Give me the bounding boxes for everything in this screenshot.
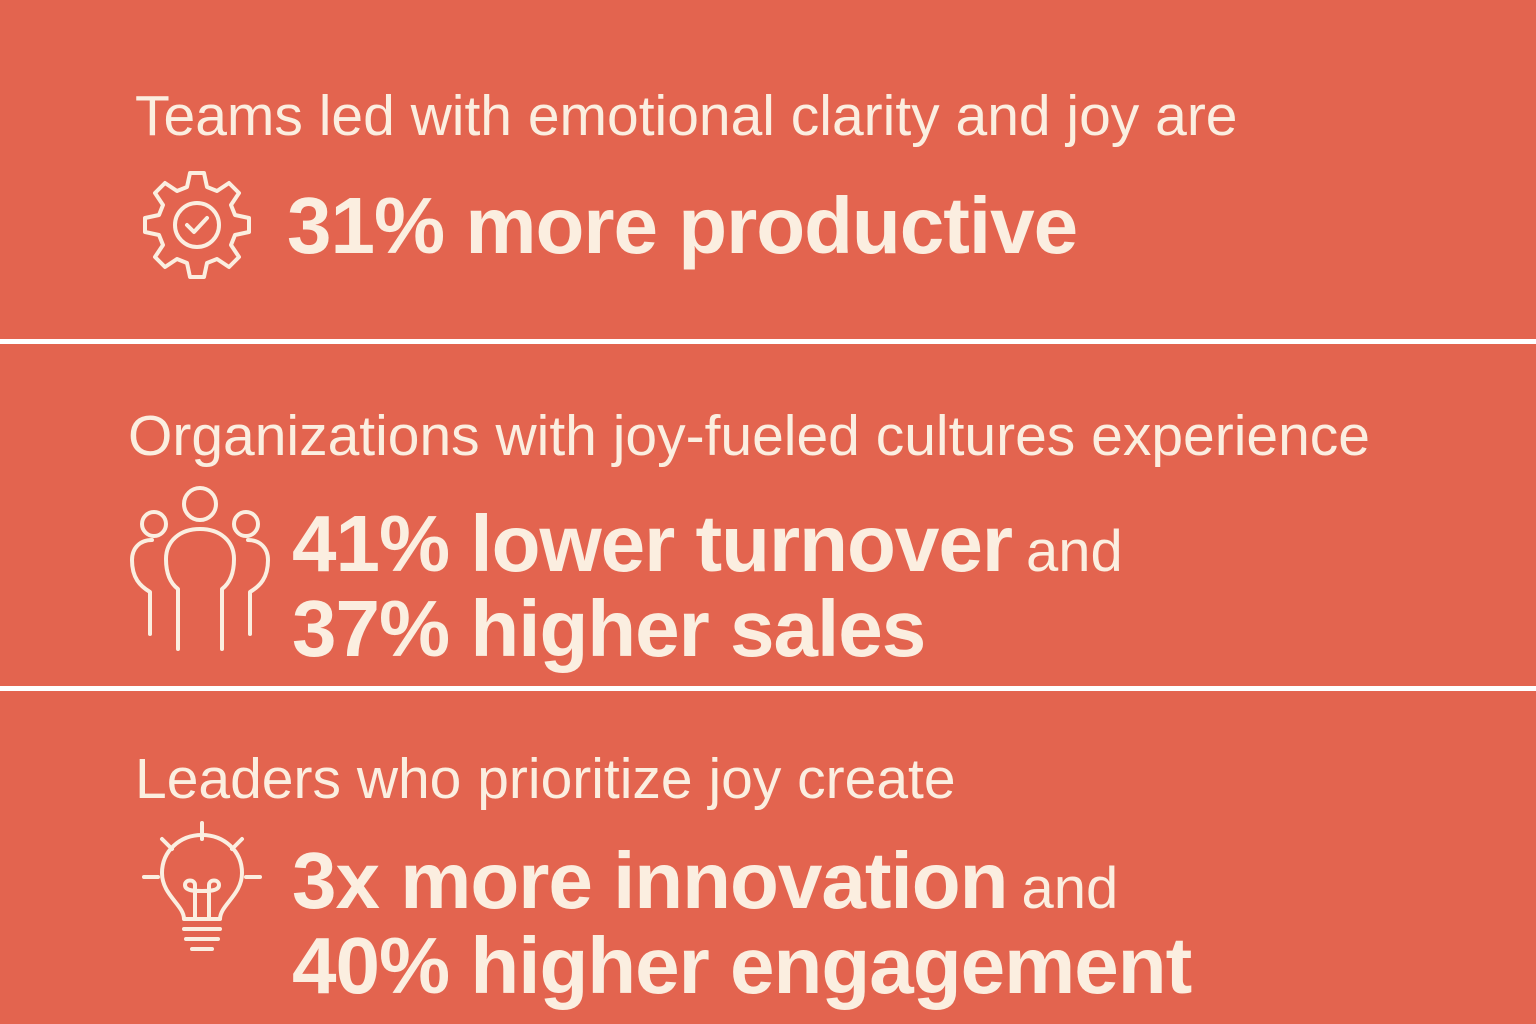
stat-line: 3x more innovation and <box>292 841 1118 921</box>
stat-connector: and <box>1021 856 1119 921</box>
stat-line: 40% higher engagement <box>292 926 1192 1006</box>
stat-highlight: 40% higher engagement <box>292 921 1192 1010</box>
stat-highlight: 37% higher sales <box>292 584 926 673</box>
stat-highlight: 3x more innovation <box>292 836 1008 925</box>
stat-highlight: 41% lower turnover <box>292 499 1013 588</box>
stat-highlight: 31% more productive <box>287 181 1078 270</box>
stat-panel: Teams led with emotional clarity and joy… <box>0 0 1536 339</box>
panel-intro: Teams led with emotional clarity and joy… <box>135 84 1238 148</box>
people-icon <box>130 486 270 651</box>
gear-icon <box>143 171 251 279</box>
stat-panel: Leaders who prioritize joy create 3x mor… <box>0 691 1536 1024</box>
panel-intro: Leaders who prioritize joy create <box>135 747 956 811</box>
panel-intro: Organizations with joy-fueled cultures e… <box>128 404 1370 468</box>
stat-line: 37% higher sales <box>292 589 926 669</box>
stat-line: 31% more productive <box>287 186 1078 266</box>
stat-connector: and <box>1026 519 1123 584</box>
stat-line: 41% lower turnover and <box>292 504 1123 584</box>
stat-panel: Organizations with joy-fueled cultures e… <box>0 344 1536 686</box>
lightbulb-icon <box>142 821 262 951</box>
